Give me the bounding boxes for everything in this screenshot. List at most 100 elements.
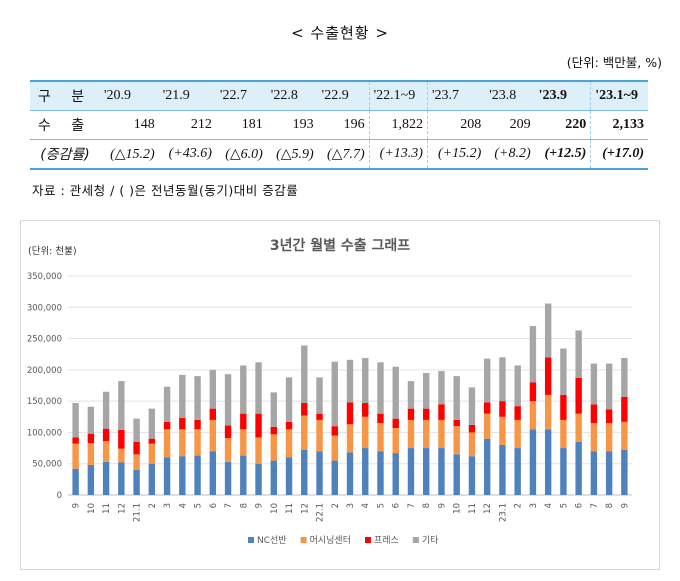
x-tick-label: 2	[331, 503, 341, 508]
y-tick-label: 250,000	[27, 335, 62, 345]
bar-segment	[621, 357, 628, 397]
bar-segment	[209, 369, 217, 409]
x-tick-label: 8	[605, 503, 615, 508]
bar-segment	[468, 432, 476, 457]
y-tick-label: 50,000	[32, 460, 62, 470]
bar-segment	[224, 461, 232, 495]
bar-segment	[453, 376, 460, 420]
period-cell: '23.9	[534, 80, 591, 111]
x-tick-label: 21.1	[133, 503, 143, 522]
bar-segment	[301, 403, 308, 416]
period-cell: '20.9	[100, 80, 159, 111]
y-tick-label: 100,000	[27, 428, 62, 438]
x-tick-label: 5	[376, 503, 386, 508]
bar-segment	[392, 453, 399, 495]
bar-segment	[377, 451, 384, 495]
bar-segment	[468, 387, 476, 425]
x-tick-label: 11	[468, 503, 478, 514]
bar-segment	[133, 454, 140, 470]
bar-segment	[392, 428, 399, 454]
bar-segment	[362, 357, 369, 404]
period-cell: '22.1~9	[368, 80, 428, 111]
bar-segment	[529, 326, 537, 383]
bar-segment	[270, 460, 277, 495]
change-cell: (+15.2)	[426, 139, 486, 170]
bar-segment	[209, 419, 217, 452]
bar-segment	[575, 413, 582, 442]
bar-segment	[148, 438, 156, 444]
x-tick-label: 2	[148, 503, 158, 508]
export-cell: 1,822	[368, 110, 428, 140]
bar-segment	[194, 429, 201, 456]
table-export-row: 수 출 148 212 181 193 196 1,822 208 209 22…	[30, 110, 648, 140]
table-header-row: 구 분 '20.9 '21.9 '22.7 '22.8 '22.9 '22.1~…	[30, 80, 648, 111]
period-cell: '23.1~9	[590, 80, 648, 111]
bar-segment	[575, 441, 582, 495]
x-tick-label: 10	[270, 503, 280, 514]
period-cell: '22.7	[215, 80, 267, 111]
bar-segment	[133, 418, 140, 442]
x-tick-label: 9	[620, 503, 630, 508]
x-tick-label: 11	[285, 503, 295, 514]
legend-swatch	[364, 537, 371, 543]
x-tick-label: 9	[437, 503, 447, 508]
bar-segment	[285, 429, 293, 458]
export-cell: 193	[266, 110, 318, 140]
x-tick-label: 7	[590, 503, 600, 508]
bar-segment	[575, 377, 582, 414]
bar-segment	[194, 376, 201, 420]
chart-frame	[20, 220, 660, 570]
change-cell: (+8.2)	[485, 139, 535, 170]
x-tick-label: 3	[163, 503, 173, 508]
bar-segment	[423, 372, 430, 409]
bar-segment	[255, 437, 262, 464]
legend-swatch	[248, 537, 254, 543]
bar-segment	[514, 365, 521, 407]
legend-label: 머시닝센터	[310, 535, 351, 546]
bar-segment	[240, 365, 247, 414]
change-cell: (+17.0)	[590, 139, 648, 170]
x-tick-label: 12	[300, 503, 310, 514]
bar-segment	[621, 449, 628, 495]
bar-segment	[544, 429, 552, 495]
y-tick-label: 200,000	[27, 366, 62, 376]
bar-segment	[255, 362, 262, 414]
bar-segment	[72, 403, 79, 438]
bar-segment	[575, 330, 582, 378]
export-cell: 2,133	[590, 110, 648, 140]
bar-segment	[87, 464, 95, 495]
bar-segment	[87, 406, 95, 434]
export-cell: 148	[100, 110, 159, 140]
bar-segment	[560, 394, 567, 420]
bar-segment	[148, 408, 156, 439]
bar-segment	[483, 358, 491, 403]
bar-segment	[514, 419, 521, 449]
bar-segment	[560, 448, 567, 495]
bar-segment	[407, 381, 415, 409]
bar-segment	[118, 429, 125, 449]
bar-segment	[483, 438, 491, 495]
export-cell: 181	[215, 110, 267, 140]
bar-segment	[209, 451, 217, 495]
y-tick-label: 0	[57, 491, 62, 501]
bar-segment	[102, 461, 110, 495]
bar-segment	[377, 413, 384, 424]
bar-segment	[301, 345, 308, 404]
bar-segment	[499, 357, 506, 402]
bar-segment	[179, 456, 186, 495]
bar-segment	[331, 361, 338, 427]
bar-segment	[514, 406, 521, 420]
x-tick-label: 4	[361, 503, 371, 508]
bar-segment	[605, 363, 613, 410]
legend-label: 기타	[422, 535, 439, 546]
bar-segment	[499, 416, 506, 445]
period-cell: '22.9	[317, 80, 370, 111]
x-tick-label: 12	[117, 503, 127, 514]
bar-segment	[407, 448, 415, 495]
bar-segment	[72, 468, 79, 495]
row-label-change: (증감률)	[30, 139, 100, 170]
bar-segment	[179, 418, 186, 430]
x-tick-label: 4	[544, 503, 554, 508]
bar-segment	[331, 426, 338, 436]
bar-segment	[255, 463, 262, 495]
